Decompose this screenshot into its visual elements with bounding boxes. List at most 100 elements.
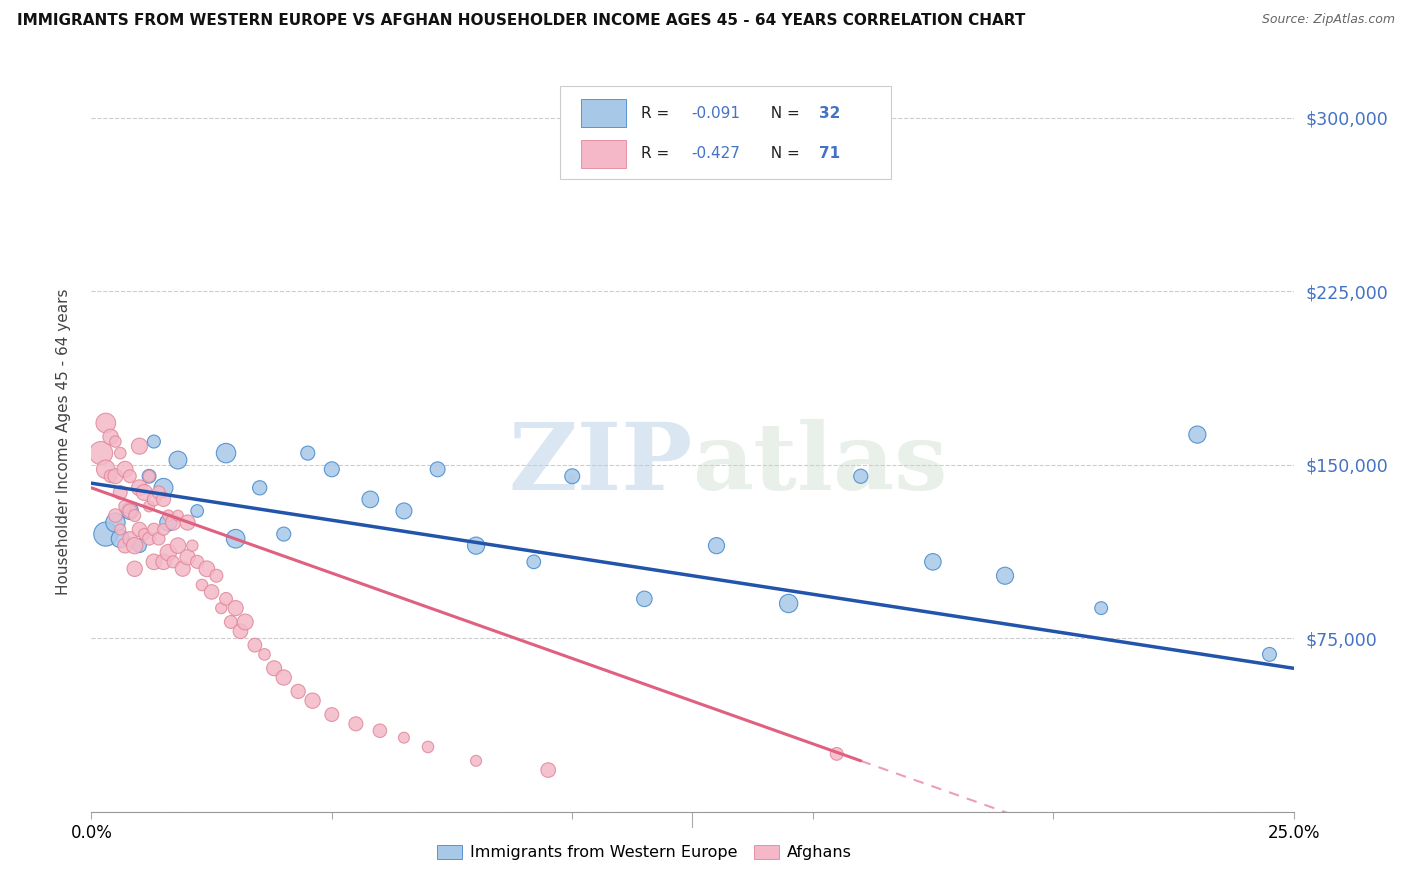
Point (114, 500, 136, 514)
Point (167, 539, 190, 553)
Point (243, 638, 266, 652)
Text: 71: 71 (818, 146, 839, 161)
Text: -0.427: -0.427 (692, 146, 740, 161)
Point (205, 568, 228, 582)
Text: N =: N = (761, 146, 804, 161)
FancyBboxPatch shape (560, 87, 891, 178)
Point (263, 661, 285, 675)
Point (225, 532, 247, 546)
Text: IMMIGRANTS FROM WESTERN EUROPE VS AFGHAN HOUSEHOLDER INCOME AGES 45 - 64 YEARS C: IMMIGRANTS FROM WESTERN EUROPE VS AFGHAN… (17, 13, 1025, 29)
Point (104, 516, 127, 530)
Point (118, 469, 141, 483)
Point (138, 532, 160, 546)
Point (90, 446, 112, 460)
Point (124, 539, 146, 553)
Point (142, 434, 165, 449)
Point (110, 485, 132, 500)
Point (994, 568, 1017, 582)
Point (561, 469, 583, 483)
Point (110, 532, 132, 546)
Point (162, 516, 184, 530)
Point (922, 555, 945, 569)
FancyBboxPatch shape (581, 140, 626, 168)
Text: R =: R = (641, 146, 673, 161)
Point (219, 615, 242, 629)
Point (162, 555, 184, 569)
Point (157, 545, 180, 560)
Legend: Immigrants from Western Europe, Afghans: Immigrants from Western Europe, Afghans (430, 838, 859, 867)
Text: 32: 32 (818, 106, 839, 120)
Text: N =: N = (761, 106, 804, 120)
Point (186, 555, 208, 569)
Point (138, 469, 160, 483)
Point (142, 523, 165, 537)
Point (167, 508, 190, 523)
Point (253, 648, 276, 662)
Text: R =: R = (641, 106, 673, 120)
Point (134, 485, 156, 500)
Point (191, 578, 214, 592)
Point (321, 707, 343, 722)
Point (1258, 648, 1281, 662)
Point (114, 539, 136, 553)
Point (849, 469, 872, 483)
FancyBboxPatch shape (581, 99, 626, 128)
Point (287, 684, 309, 698)
Text: -0.091: -0.091 (692, 106, 740, 120)
Point (172, 562, 194, 576)
Point (124, 562, 146, 576)
Point (152, 492, 174, 507)
Point (110, 446, 132, 460)
Point (128, 439, 150, 453)
Point (94, 416, 117, 430)
Point (128, 523, 150, 537)
Point (778, 597, 800, 611)
Point (157, 508, 180, 523)
Point (209, 601, 232, 615)
Point (118, 532, 141, 546)
Point (110, 523, 132, 537)
Point (1090, 601, 1112, 615)
Point (706, 539, 728, 553)
Point (94, 527, 117, 541)
Y-axis label: Householder Income Ages 45 - 64 years: Householder Income Ages 45 - 64 years (56, 288, 70, 595)
Point (225, 601, 247, 615)
Point (392, 504, 415, 518)
Point (233, 615, 256, 629)
Point (825, 747, 848, 761)
Point (416, 739, 439, 754)
Point (152, 555, 174, 569)
Point (124, 508, 146, 523)
Point (157, 516, 180, 530)
Point (176, 516, 198, 530)
Point (273, 671, 295, 685)
Point (344, 716, 367, 731)
Point (152, 523, 174, 537)
Point (94, 462, 117, 476)
Point (118, 504, 141, 518)
Point (359, 492, 381, 507)
Point (114, 462, 136, 476)
Point (273, 527, 295, 541)
Text: atlas: atlas (692, 418, 948, 508)
Point (249, 481, 271, 495)
Point (176, 550, 198, 565)
Point (142, 492, 165, 507)
Point (297, 446, 319, 460)
Point (128, 481, 150, 495)
Point (368, 723, 391, 738)
Point (134, 527, 156, 541)
Point (148, 485, 170, 500)
Point (426, 462, 449, 476)
Point (201, 585, 224, 599)
Point (104, 434, 127, 449)
Point (104, 508, 127, 523)
Point (148, 532, 170, 546)
Point (229, 624, 252, 639)
Point (523, 555, 546, 569)
Point (100, 430, 122, 444)
Point (321, 462, 343, 476)
Point (186, 504, 208, 518)
Point (138, 500, 160, 514)
Point (142, 555, 165, 569)
